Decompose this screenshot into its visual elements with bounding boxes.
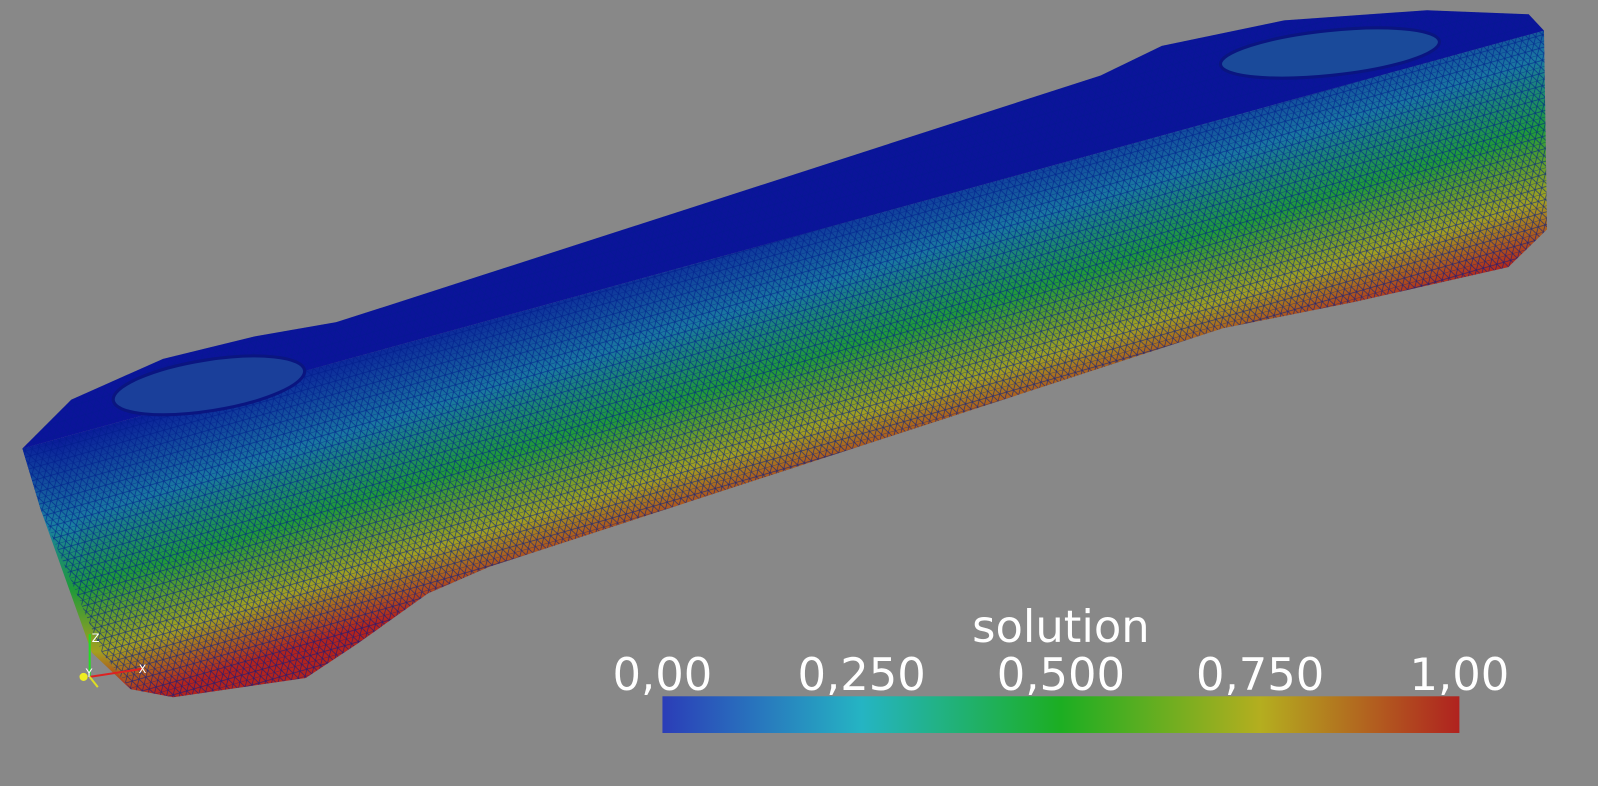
- axes-triad: Z Y X: [79, 632, 147, 688]
- hole-left: [111, 354, 307, 417]
- legend-tick-label: 0,750: [1196, 648, 1324, 701]
- axis-y: [88, 676, 99, 688]
- axis-label: Z: [92, 632, 100, 645]
- legend-tick-label: 1,00: [1409, 648, 1509, 701]
- axis-x: [89, 667, 143, 678]
- top-mesh: [22, 10, 1544, 449]
- legend-tick-label: 0,00: [613, 648, 713, 701]
- color-bar: [662, 696, 1460, 733]
- axis-label: X: [139, 663, 147, 676]
- hole-right: [1218, 26, 1441, 80]
- legend-title: solution: [972, 600, 1150, 653]
- color-legend: solution 0,00 0,250 0,500 0,750 1,00: [613, 600, 1509, 733]
- axis-origin: [79, 672, 88, 681]
- mesh-body: [22, 10, 1548, 698]
- legend-tick-label: 0,250: [798, 648, 926, 701]
- legend-tick-label: 0,500: [997, 648, 1125, 701]
- side-mesh: [22, 30, 1548, 698]
- axis-label: Y: [85, 667, 93, 680]
